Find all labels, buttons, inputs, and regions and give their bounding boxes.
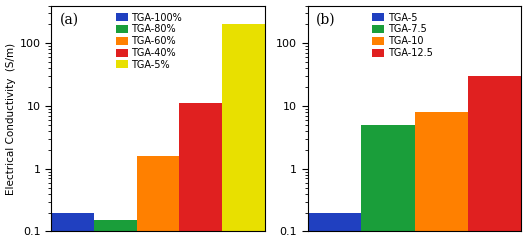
Bar: [51, 213, 94, 243]
Y-axis label: Electrical Conductivity  (S/m): Electrical Conductivity (S/m): [6, 43, 16, 195]
Bar: [415, 112, 468, 243]
Bar: [468, 76, 521, 243]
Bar: [136, 156, 180, 243]
Bar: [94, 220, 136, 243]
Bar: [361, 125, 415, 243]
Bar: [180, 104, 222, 243]
Bar: [222, 25, 265, 243]
Legend: TGA-5, TGA-7.5, TGA-10, TGA-12.5: TGA-5, TGA-7.5, TGA-10, TGA-12.5: [372, 13, 433, 58]
Legend: TGA-100%, TGA-80%, TGA-60%, TGA-40%, TGA-5%: TGA-100%, TGA-80%, TGA-60%, TGA-40%, TGA…: [116, 13, 182, 70]
Text: (a): (a): [60, 12, 79, 26]
Text: (b): (b): [316, 12, 336, 26]
Bar: [308, 213, 361, 243]
